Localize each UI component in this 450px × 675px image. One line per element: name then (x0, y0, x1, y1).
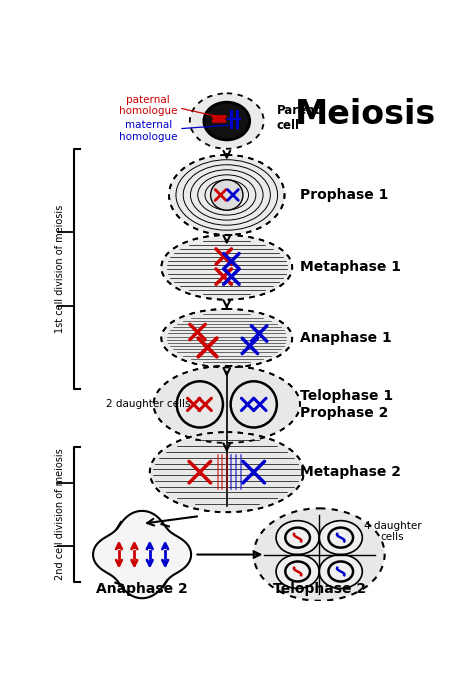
Ellipse shape (276, 555, 319, 589)
Ellipse shape (169, 155, 284, 235)
Text: 2nd cell division of meiosis: 2nd cell division of meiosis (55, 448, 65, 580)
Ellipse shape (150, 432, 304, 512)
Text: Metaphase 1: Metaphase 1 (300, 261, 401, 274)
Text: 2 daughter cells: 2 daughter cells (106, 400, 190, 410)
Text: 4 daughter
cells: 4 daughter cells (364, 520, 421, 542)
Ellipse shape (161, 235, 292, 300)
Text: Metaphase 2: Metaphase 2 (300, 465, 401, 479)
Text: Parent
cell: Parent cell (277, 104, 321, 132)
FancyBboxPatch shape (47, 483, 73, 545)
Ellipse shape (204, 102, 250, 140)
Text: 1st cell division of meiosis: 1st cell division of meiosis (55, 205, 65, 333)
Ellipse shape (153, 366, 300, 443)
Ellipse shape (319, 520, 362, 555)
Ellipse shape (254, 508, 385, 601)
Text: paternal
homologue: paternal homologue (119, 95, 177, 117)
Ellipse shape (161, 309, 292, 367)
Polygon shape (93, 511, 191, 598)
Ellipse shape (190, 93, 264, 148)
Ellipse shape (211, 180, 243, 210)
Text: maternal
homologue: maternal homologue (119, 120, 177, 142)
Text: Prophase 1: Prophase 1 (300, 188, 388, 202)
Ellipse shape (319, 555, 362, 589)
FancyBboxPatch shape (47, 232, 73, 306)
Ellipse shape (276, 520, 319, 555)
Text: Meiosis: Meiosis (295, 98, 436, 131)
Text: Telophase 2: Telophase 2 (273, 583, 366, 596)
Text: Anaphase 1: Anaphase 1 (300, 331, 392, 345)
Text: Telophase 1
Prophase 2: Telophase 1 Prophase 2 (300, 389, 393, 419)
Text: Anaphase 2: Anaphase 2 (96, 583, 188, 596)
